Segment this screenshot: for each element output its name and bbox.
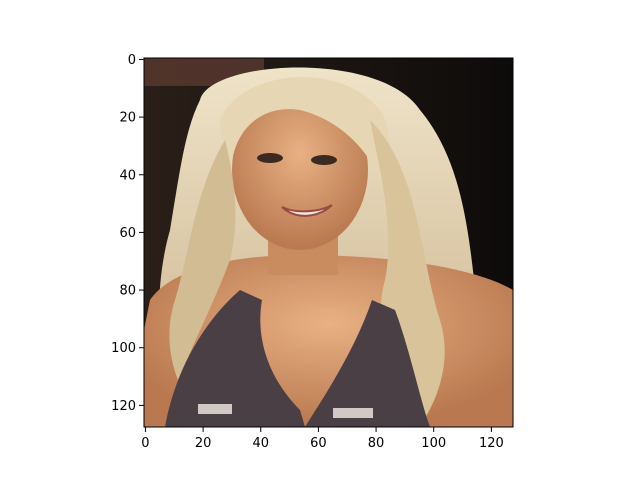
- hair-bangs: [220, 77, 390, 190]
- x-tick-label: 20: [195, 436, 212, 451]
- x-axis: 0 20 40 60 80 100 120: [141, 427, 504, 451]
- x-tick-label: 40: [252, 436, 269, 451]
- y-tick-label: 80: [119, 284, 136, 299]
- y-tick-label: 20: [119, 111, 136, 126]
- eye-right: [311, 155, 337, 165]
- smile: [281, 204, 333, 217]
- y-tick-label: 100: [111, 341, 136, 356]
- y-axis: 0 20 40 60 80 100 120: [111, 53, 144, 414]
- face: [232, 90, 368, 250]
- x-tick-label: 60: [310, 436, 327, 451]
- x-tick-label: 100: [421, 436, 446, 451]
- image-raster: [144, 58, 513, 427]
- garment-right: [305, 300, 430, 427]
- y-tick-label: 0: [128, 53, 136, 68]
- x-tick-label: 0: [141, 436, 149, 451]
- eye-left: [257, 153, 283, 163]
- x-tick-label: 120: [479, 436, 504, 451]
- y-tick-label: 40: [119, 168, 136, 183]
- garment-logo-right: [333, 408, 373, 418]
- garment-logo-left: [198, 404, 232, 414]
- hair-left: [169, 140, 236, 380]
- axes-frame: [143, 57, 514, 428]
- y-tick-label: 120: [111, 399, 136, 414]
- y-tick-label: 60: [119, 226, 136, 241]
- garment: [165, 290, 305, 427]
- x-tick-label: 80: [368, 436, 385, 451]
